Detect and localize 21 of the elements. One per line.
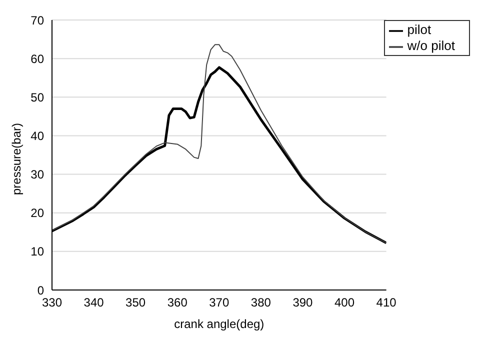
y-tick-label: 0 — [37, 283, 44, 298]
x-tick-label: 360 — [167, 296, 188, 310]
x-tick-label: 380 — [250, 296, 272, 310]
x-tick-label: 410 — [376, 296, 397, 310]
y-tick-label: 20 — [30, 206, 44, 220]
x-tick-label: 330 — [42, 296, 62, 310]
y-axis-title: pressure(bar) — [9, 122, 24, 195]
y-tick-label: 40 — [30, 128, 44, 143]
y-tick-label: 60 — [30, 52, 44, 66]
y-tick-label: 50 — [30, 90, 44, 104]
y-tick-label: 30 — [30, 168, 44, 182]
x-tick-label: 370 — [209, 296, 230, 310]
x-tick-label: 340 — [84, 296, 104, 310]
y-tick-label: 70 — [30, 13, 44, 28]
x-tick-label: 350 — [126, 296, 146, 310]
x-tick-label: 400 — [334, 296, 355, 310]
x-axis-title: crank angle(deg) — [174, 317, 264, 331]
y-tick-label: 10 — [30, 244, 44, 259]
legend-label: w/o pilot — [407, 38, 455, 53]
x-tick-label: 390 — [292, 296, 314, 310]
legend-label: pilot — [407, 22, 432, 37]
